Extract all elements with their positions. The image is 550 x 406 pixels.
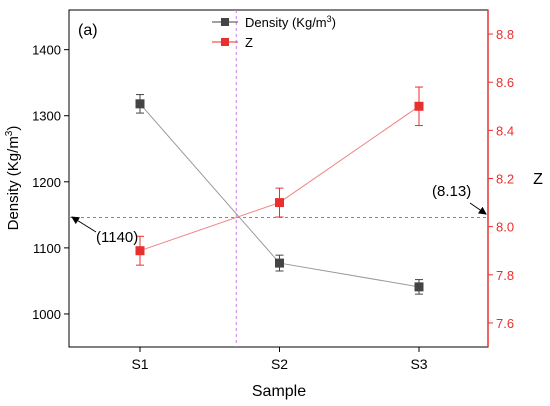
legend-label-density-main: Density (Kg/m [245, 15, 327, 30]
right-y-tick-label: 8.0 [496, 220, 514, 235]
legend-marker-z [221, 38, 229, 46]
left-y-tick-label: 1200 [32, 175, 61, 190]
series-line-z [139, 105, 420, 252]
left-y-tick-label: 1100 [33, 241, 61, 256]
data-point-density [275, 258, 284, 268]
right-y-tick-label: 8.6 [496, 75, 514, 90]
x-tick-label: S1 [131, 356, 148, 372]
right-y-tick-label: 7.8 [496, 268, 514, 283]
annotation-right: (8.13) [432, 183, 471, 200]
left-y-tick-label: 1300 [32, 109, 61, 124]
legend-marker-density [221, 18, 229, 26]
right-y-tick-label: 8.2 [496, 172, 514, 187]
right-y-axis-title: Z [533, 171, 543, 188]
data-point-z [414, 101, 424, 111]
left-y-axis-title-tail: ) [5, 126, 22, 131]
legend-label-density-tail: ) [332, 15, 336, 30]
legend: Density (Kg/m3) Z [212, 14, 336, 50]
data-point-density [414, 282, 424, 292]
data-point-z [135, 246, 145, 256]
plot-area [68, 9, 489, 348]
data-point-z [275, 198, 284, 208]
legend-label-density: Density (Kg/m3) [245, 14, 336, 30]
data-point-density [135, 99, 145, 109]
x-tick-label: S3 [410, 356, 427, 372]
left-y-axis-ticks: 1000 1100 1200 1300 1400 [32, 43, 69, 322]
left-y-tick-label: 1000 [32, 307, 61, 322]
left-y-axis-title-main: Density (Kg/m [5, 136, 22, 230]
left-y-axis-title: Density (Kg/m3) [4, 126, 22, 231]
left-y-tick-label: 1400 [32, 43, 61, 58]
series-group [135, 86, 424, 295]
right-y-tick-label: 8.8 [496, 27, 514, 42]
panel-label: (a) [78, 22, 98, 39]
annotation-right-arrow [469, 202, 487, 215]
x-axis-title: Sample [252, 383, 306, 400]
x-axis-ticks: S1 S2 S3 [131, 347, 428, 372]
legend-label-density-sup: 3 [327, 14, 332, 24]
legend-label-z: Z [245, 35, 253, 50]
x-tick-label: S2 [271, 356, 288, 372]
annotation-left-arrow [71, 216, 97, 233]
right-y-tick-label: 8.4 [496, 123, 514, 138]
right-y-axis-ticks: 7.6 7.8 8.0 8.2 8.4 8.6 8.8 [488, 27, 514, 331]
right-y-tick-label: 7.6 [496, 316, 514, 331]
left-y-axis-title-sup: 3 [4, 130, 15, 136]
annotation-left: (1140) [96, 229, 138, 246]
